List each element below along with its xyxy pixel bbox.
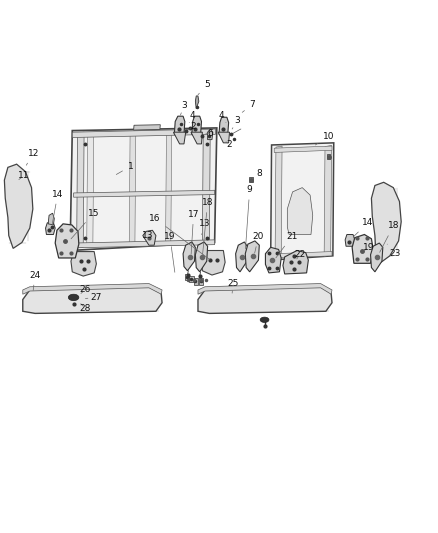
Polygon shape (77, 132, 84, 248)
Polygon shape (283, 251, 308, 274)
Polygon shape (245, 241, 259, 272)
Text: 2: 2 (226, 141, 232, 149)
Text: 3: 3 (180, 101, 187, 115)
Text: 9: 9 (245, 185, 253, 249)
Polygon shape (191, 132, 202, 144)
Text: 7: 7 (242, 100, 255, 112)
Polygon shape (219, 117, 229, 134)
Text: 22: 22 (294, 251, 305, 259)
Text: 16: 16 (149, 214, 210, 260)
Text: 26: 26 (79, 286, 91, 294)
Polygon shape (55, 224, 79, 258)
Text: 28: 28 (79, 304, 91, 312)
Polygon shape (195, 96, 199, 109)
Bar (327, 154, 330, 159)
Bar (199, 278, 203, 285)
Polygon shape (198, 287, 332, 313)
Ellipse shape (68, 294, 79, 301)
Text: 4: 4 (189, 111, 195, 123)
Polygon shape (134, 125, 160, 130)
Text: 18: 18 (380, 222, 399, 252)
Text: 18: 18 (202, 198, 213, 254)
Bar (185, 274, 189, 280)
Bar (194, 278, 198, 285)
Text: 5: 5 (198, 80, 210, 95)
Text: 15: 15 (71, 209, 99, 239)
Polygon shape (345, 235, 355, 246)
Polygon shape (287, 188, 313, 235)
Polygon shape (166, 132, 172, 245)
Bar (249, 177, 253, 182)
Text: 8: 8 (253, 169, 262, 178)
Text: 24: 24 (29, 271, 41, 290)
Polygon shape (74, 190, 215, 197)
Polygon shape (195, 242, 208, 272)
Polygon shape (275, 146, 282, 257)
Text: 17: 17 (188, 210, 199, 254)
Polygon shape (143, 230, 156, 245)
Polygon shape (236, 242, 248, 272)
Polygon shape (4, 164, 33, 248)
Polygon shape (274, 146, 332, 152)
Text: 19: 19 (164, 232, 176, 272)
Polygon shape (208, 129, 213, 140)
Bar (189, 276, 194, 282)
Polygon shape (202, 130, 210, 245)
Text: 19: 19 (363, 243, 374, 252)
Polygon shape (173, 132, 186, 144)
Polygon shape (174, 116, 185, 134)
Polygon shape (74, 240, 215, 248)
Text: 14: 14 (353, 219, 374, 237)
Polygon shape (218, 132, 230, 143)
Text: 25: 25 (227, 279, 239, 293)
Polygon shape (192, 116, 201, 134)
Text: 20: 20 (253, 232, 264, 253)
Polygon shape (48, 213, 54, 225)
Polygon shape (87, 133, 94, 247)
Text: 6: 6 (206, 129, 213, 138)
Polygon shape (274, 252, 332, 258)
Text: 10: 10 (315, 132, 334, 145)
Polygon shape (23, 287, 162, 313)
Polygon shape (371, 243, 383, 272)
Text: 4: 4 (219, 111, 226, 123)
Text: 13: 13 (199, 220, 211, 235)
Polygon shape (198, 284, 332, 294)
Polygon shape (23, 284, 162, 294)
Text: 21: 21 (276, 232, 297, 258)
Text: 3: 3 (232, 116, 240, 129)
Polygon shape (71, 252, 96, 276)
Text: 12: 12 (26, 149, 39, 165)
Polygon shape (271, 143, 334, 260)
Polygon shape (72, 129, 215, 138)
Text: 27: 27 (85, 293, 102, 302)
Ellipse shape (260, 317, 269, 322)
Text: 13: 13 (142, 231, 154, 240)
Polygon shape (201, 251, 225, 275)
Polygon shape (70, 128, 217, 251)
Text: 1: 1 (117, 162, 134, 174)
Text: 14: 14 (52, 190, 64, 224)
Text: 23: 23 (387, 244, 401, 258)
Polygon shape (352, 235, 373, 263)
Polygon shape (371, 182, 401, 262)
Polygon shape (46, 223, 55, 235)
Polygon shape (129, 133, 136, 246)
Text: 2: 2 (190, 123, 195, 131)
Polygon shape (265, 247, 281, 273)
Polygon shape (324, 146, 332, 256)
Polygon shape (183, 242, 195, 271)
Text: 11: 11 (18, 172, 29, 180)
